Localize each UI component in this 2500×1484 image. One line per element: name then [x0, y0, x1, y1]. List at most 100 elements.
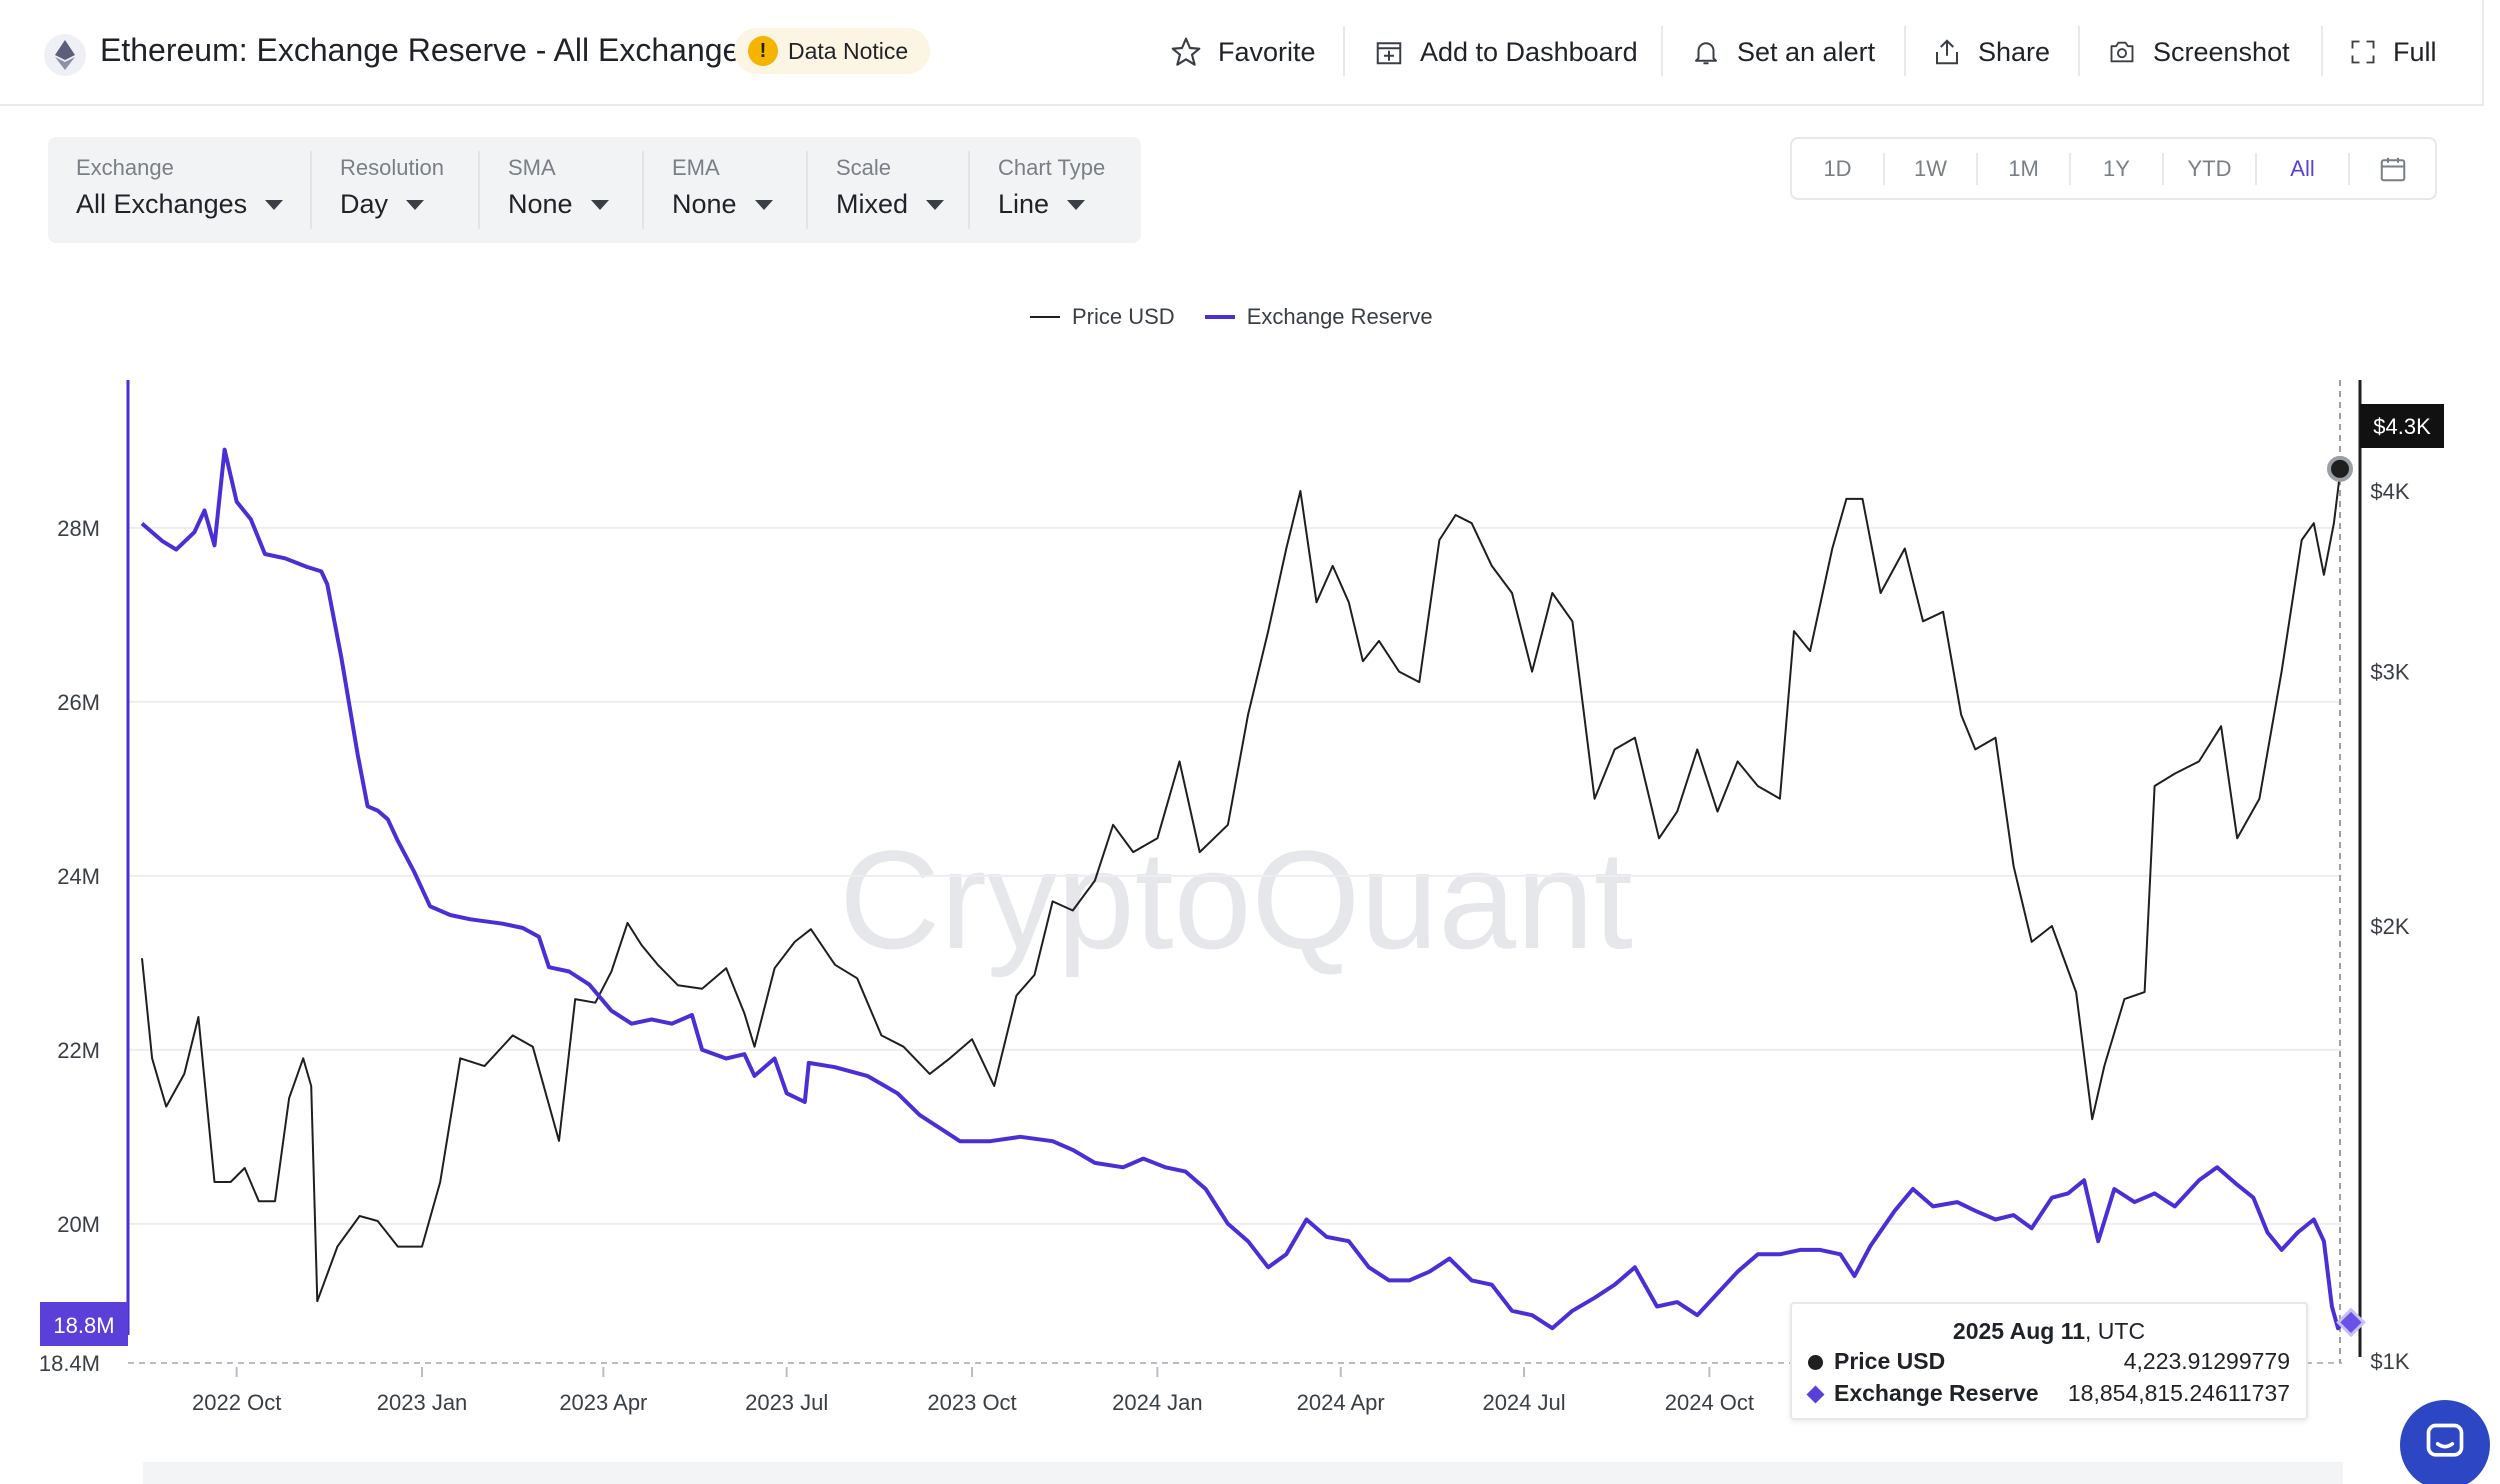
price-usd-line: [141, 456, 2343, 1303]
legend-label: Exchange Reserve: [1246, 304, 1433, 329]
tooltip-row-reserve: Exchange Reserve 18,854,815.24611737: [1806, 1379, 2290, 1409]
page-title: Ethereum: Exchange Reserve - All Exchang…: [100, 32, 757, 68]
set-alert-label: Set an alert: [1737, 36, 1876, 67]
filter-value: All Exchanges: [76, 189, 248, 219]
tooltip-series-value: 18,854,815.24611737: [2067, 1380, 2290, 1406]
y-left-tick-label: 20M: [57, 1212, 100, 1237]
dashboard-add-icon: [1376, 42, 1402, 65]
chevron-down-icon: [406, 199, 425, 210]
navigator-strip: [143, 1462, 2343, 1484]
filter-value: None: [508, 189, 573, 219]
chevron-down-icon: [1067, 199, 1086, 210]
range-1w-button[interactable]: 1W: [1914, 155, 1947, 181]
fullscreen-icon: [2351, 40, 2375, 64]
add-to-dashboard-button[interactable]: Add to Dashboard: [1374, 30, 1638, 74]
filter-value: Mixed: [836, 189, 909, 219]
time-range-selector: 1D 1W 1M 1Y YTD All: [1790, 137, 2437, 200]
legend-label: Price USD: [1072, 304, 1175, 329]
reserve-current-badge: [40, 1302, 128, 1346]
screenshot-button[interactable]: Screenshot: [2107, 30, 2290, 74]
filter-label: EMA: [672, 155, 720, 180]
data-notice-badge[interactable]: ! Data Notice: [734, 28, 931, 74]
filter-label: SMA: [508, 155, 556, 180]
chevron-down-icon: [265, 199, 284, 210]
price-current-point: [2327, 455, 2353, 482]
reserve-current-point: [2336, 1307, 2366, 1338]
diamond-marker-icon: [1806, 1385, 1825, 1404]
filter-value: Day: [340, 189, 389, 219]
ethereum-logo-icon: [44, 34, 86, 76]
filter-value: None: [672, 189, 737, 219]
filter-chart-type[interactable]: Chart Type Line: [970, 137, 1140, 243]
chevron-down-icon: [926, 199, 945, 210]
y-left-tick-label: 28M: [57, 516, 100, 541]
filter-label: Resolution: [340, 155, 444, 180]
add-to-dashboard-label: Add to Dashboard: [1420, 36, 1638, 67]
range-ytd-button[interactable]: YTD: [2187, 155, 2232, 181]
legend-swatch: [1030, 316, 1060, 318]
y-left-tick-label: 26M: [57, 690, 100, 715]
chart-filters: Exchange All Exchanges Resolution Day SM…: [48, 137, 1141, 243]
star-icon: [1171, 37, 1201, 66]
price-current-label: $4.3K: [2373, 414, 2431, 439]
chart-header: Ethereum: Exchange Reserve - All Exchang…: [0, 0, 2484, 106]
share-label: Share: [1978, 36, 2051, 67]
favorite-label: Favorite: [1218, 36, 1316, 67]
y-right-tick-label: $1K: [2370, 1349, 2409, 1374]
chat-icon: [2426, 1423, 2464, 1457]
legend-swatch: [1204, 315, 1235, 319]
filter-ema[interactable]: EMA None: [644, 137, 806, 243]
share-icon: [1936, 39, 1958, 65]
x-tick-label: 2022 Oct: [192, 1390, 281, 1415]
filter-value: Line: [998, 189, 1050, 219]
data-notice-label: Data Notice: [788, 37, 909, 64]
chart-watermark: CryptoQuant: [839, 821, 1633, 978]
range-1y-button[interactable]: 1Y: [2103, 155, 2130, 181]
filter-scale[interactable]: Scale Mixed: [808, 137, 976, 243]
x-tick-label: 2023 Apr: [559, 1390, 647, 1415]
screenshot-label: Screenshot: [2153, 36, 2290, 67]
warning-icon: !: [748, 36, 778, 66]
y-right-tick-label: $4K: [2370, 479, 2409, 504]
share-button[interactable]: Share: [1932, 30, 2050, 74]
reserve-current-label: 18.8M: [53, 1313, 114, 1338]
tooltip-series-value: 4,223.91299779: [2123, 1348, 2290, 1374]
fullscreen-label: Full: [2393, 36, 2437, 67]
x-tick-label: 2023 Jul: [745, 1390, 828, 1415]
tooltip-series-name: Price USD: [1834, 1348, 1946, 1374]
filter-resolution[interactable]: Resolution Day: [312, 137, 478, 243]
range-1m-button[interactable]: 1M: [2008, 155, 2039, 181]
filter-label: Chart Type: [998, 155, 1106, 180]
legend-item-reserve[interactable]: Exchange Reserve: [1204, 304, 1433, 330]
filter-label: Exchange: [76, 155, 174, 180]
favorite-button[interactable]: Favorite: [1170, 30, 1316, 74]
chevron-down-icon: [754, 199, 773, 210]
filter-exchange[interactable]: Exchange All Exchanges: [48, 137, 310, 243]
y-right-tick-label: $2K: [2370, 914, 2409, 939]
range-all-button[interactable]: All: [2290, 155, 2315, 181]
calendar-button[interactable]: [2350, 139, 2435, 198]
exchange-reserve-line: [140, 447, 2344, 1331]
y-right-tick-label: $3K: [2370, 660, 2409, 685]
price-current-badge: [2360, 404, 2444, 448]
legend-item-price[interactable]: Price USD: [1030, 304, 1175, 330]
range-1d-button[interactable]: 1D: [1823, 155, 1852, 181]
filter-label: Scale: [836, 155, 892, 180]
chart-tooltip: 2025 Aug 11, UTC Price USD 4,223.9129977…: [1790, 1302, 2308, 1420]
set-alert-button[interactable]: Set an alert: [1691, 30, 1875, 74]
x-tick-label: 2024 Jul: [1482, 1390, 1565, 1415]
chat-support-button[interactable]: [2400, 1400, 2490, 1484]
chart-legend: Price USD Exchange Reserve: [1030, 304, 1433, 330]
fullscreen-button[interactable]: Full: [2349, 30, 2437, 74]
circle-marker-icon: [1808, 1355, 1823, 1370]
tooltip-series-name: Exchange Reserve: [1834, 1380, 2039, 1406]
x-tick-label: 2024 Apr: [1297, 1390, 1385, 1415]
bell-icon: [1695, 42, 1717, 65]
y-left-tick-label: 18.4M: [39, 1351, 100, 1376]
x-tick-label: 2024 Oct: [1665, 1390, 1754, 1415]
x-tick-label: 2023 Jan: [377, 1390, 468, 1415]
filter-sma[interactable]: SMA None: [480, 137, 642, 243]
tooltip-date: 2025 Aug 11, UTC: [1952, 1318, 2146, 1344]
x-tick-label: 2024 Jan: [1112, 1390, 1203, 1415]
y-left-tick-label: 24M: [57, 864, 100, 889]
